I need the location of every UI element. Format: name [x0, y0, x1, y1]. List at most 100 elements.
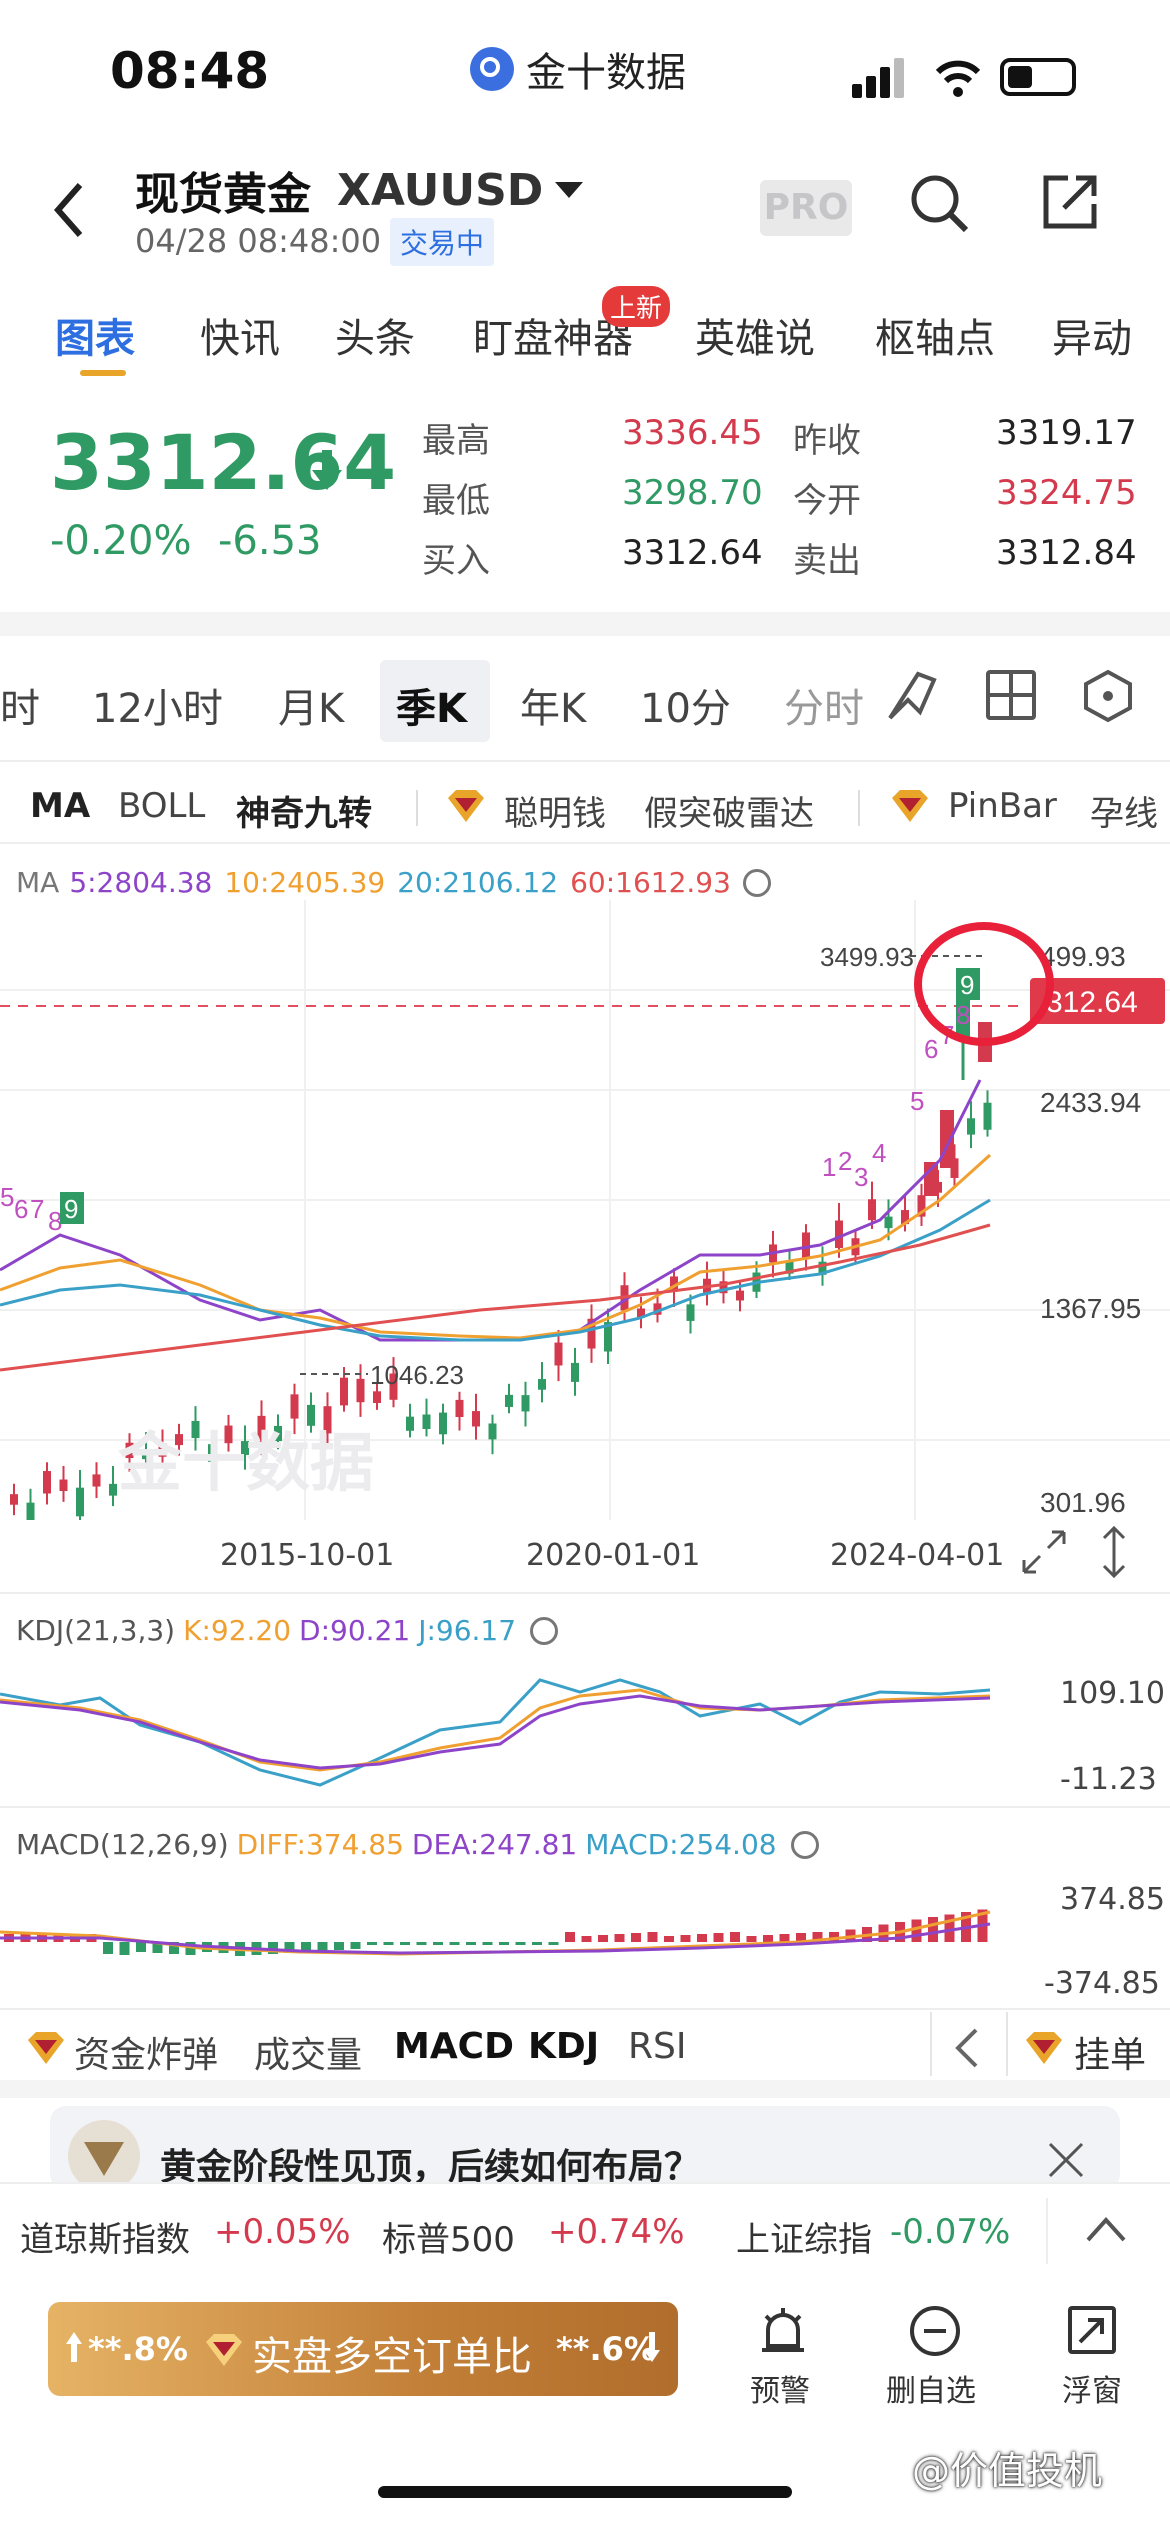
kdj-settings-icon[interactable]	[530, 1616, 559, 1645]
period-12h[interactable]: 12小时	[92, 686, 223, 732]
close-icon[interactable]	[1046, 2140, 1086, 2180]
candle-body	[26, 1502, 35, 1520]
ticker-sp-name[interactable]: 标普500	[382, 2220, 515, 2260]
order-button[interactable]: 挂单	[1074, 2035, 1147, 2076]
period-tick[interactable]: 分时	[784, 686, 864, 732]
ind-fund-bomb[interactable]: 资金炸弹	[74, 2035, 219, 2076]
ind-ma[interactable]: MA	[30, 786, 91, 826]
candle-body	[290, 1394, 299, 1419]
chevron-up-icon[interactable]	[1084, 2214, 1128, 2244]
kdj-j-line	[0, 1678, 991, 1787]
candle-body	[257, 1415, 266, 1443]
tab-watch[interactable]: 盯盘神器	[473, 316, 633, 362]
ind-macd[interactable]: MACD	[394, 2026, 514, 2067]
macd-bar	[383, 1942, 394, 1945]
search-icon[interactable]	[908, 172, 972, 236]
macd-bar	[317, 1942, 328, 1951]
candle-body	[373, 1391, 381, 1404]
ticker-bar: 道琼斯指数 +0.05% 标普500 +0.74% 上证综指 -0.07%	[0, 2182, 1170, 2278]
macd-chart[interactable]	[0, 1862, 1170, 2012]
sep-3	[930, 2012, 932, 2076]
section-divider	[0, 612, 1170, 636]
grid-layout-icon[interactable]	[986, 670, 1036, 720]
tab-heroes[interactable]: 英雄说	[695, 316, 815, 362]
pro-badge[interactable]: PRO	[760, 180, 852, 236]
ind-harami[interactable]: 孕线	[1090, 794, 1158, 834]
current-price: 3312.64	[50, 418, 397, 507]
back-icon[interactable]	[50, 180, 90, 240]
ind-boll[interactable]: BOLL	[118, 786, 206, 826]
tab-pivot[interactable]: 枢轴点	[875, 316, 995, 362]
macd-bar	[350, 1942, 361, 1949]
period-10m[interactable]: 10分	[640, 686, 731, 732]
stat-bid-value: 3312.64	[622, 533, 763, 573]
long-short-ratio-button[interactable]: **.8% 实盘多空订单比 **.6%	[48, 2302, 678, 2396]
candle-body	[488, 1423, 497, 1440]
promo-banner[interactable]: 黄金阶段性见顶，后续如何布局？	[50, 2106, 1120, 2190]
period-hour[interactable]: 时	[0, 686, 40, 732]
macd-bar	[268, 1942, 278, 1954]
remove-fav-icon[interactable]	[910, 2306, 960, 2356]
macd-bar	[631, 1933, 641, 1942]
ind-kdj[interactable]: KDJ	[528, 2026, 600, 2067]
tab-chart[interactable]: 图表	[55, 316, 135, 362]
stat-open-value: 3324.75	[996, 473, 1137, 513]
instrument-title[interactable]: 现货黄金 XAUUSD	[135, 158, 584, 222]
draw-tool-icon[interactable]	[884, 668, 940, 724]
macd-bar	[152, 1942, 163, 1953]
price-chart[interactable]: 3499.93 1046.23 499.93 2433.94 1367.95 301.96…	[0, 900, 1170, 1520]
float-window-label[interactable]: 浮窗	[1062, 2374, 1122, 2409]
alert-label[interactable]: 预警	[750, 2374, 810, 2409]
tab-flash[interactable]: 快讯	[200, 316, 280, 362]
sep-5	[1046, 2198, 1048, 2264]
candle-body	[158, 1443, 167, 1457]
low-marker-label: 1046.23	[370, 1360, 464, 1390]
ma10-line	[0, 1153, 992, 1340]
chart-watermark: 金十数据	[118, 1427, 374, 1501]
macd-axis-bottom: -374.85	[1044, 1966, 1160, 2001]
period-year[interactable]: 年K	[520, 686, 587, 732]
expand-icon[interactable]	[1020, 1528, 1068, 1576]
macd-bar	[284, 1942, 295, 1953]
sep-2	[858, 790, 860, 826]
chevron-left-icon[interactable]	[952, 2026, 982, 2070]
share-icon[interactable]	[1040, 172, 1100, 232]
period-quarter-bg	[380, 660, 490, 742]
macd-diff: DIFF:374.85	[236, 1828, 404, 1861]
ind-volume[interactable]: 成交量	[254, 2035, 363, 2076]
ind-td9[interactable]: 神奇九转	[236, 794, 372, 834]
app-name: 金十数据	[526, 50, 686, 96]
macd-bar	[680, 1935, 691, 1942]
ind-smart-money[interactable]: 聪明钱	[504, 794, 606, 834]
bell-icon[interactable]	[758, 2306, 808, 2358]
kdj-chart[interactable]	[0, 1650, 1170, 1810]
vertical-scale-icon[interactable]	[1098, 1524, 1130, 1580]
period-month[interactable]: 月K	[278, 686, 345, 732]
kdj-axis-top: 109.10	[1060, 1676, 1165, 1711]
macd-bar	[466, 1942, 476, 1945]
kdj-d: D:90.21	[299, 1614, 411, 1647]
legend-settings-icon[interactable]	[742, 868, 771, 897]
macd-bar	[614, 1934, 625, 1942]
tab-headlines[interactable]: 头条	[335, 316, 415, 362]
ind-rsi[interactable]: RSI	[628, 2026, 687, 2067]
macd-bar	[301, 1942, 311, 1952]
period-quarter[interactable]: 季K	[396, 686, 467, 732]
section-divider-2	[0, 2080, 1170, 2098]
short-pct: **.6%	[556, 2330, 656, 2368]
macd-bar	[812, 1932, 823, 1942]
tab-moves[interactable]: 异动	[1052, 316, 1132, 362]
candle-body	[274, 1425, 282, 1442]
ind-false-break[interactable]: 假突破雷达	[644, 794, 814, 834]
remove-fav-label[interactable]: 删自选	[886, 2374, 976, 2409]
td-count-label: 1	[822, 1152, 836, 1182]
ticker-dow-name[interactable]: 道琼斯指数	[20, 2220, 190, 2260]
ticker-sh-name[interactable]: 上证综指	[736, 2220, 872, 2260]
float-window-icon[interactable]	[1068, 2306, 1116, 2354]
settings-hex-icon[interactable]	[1080, 668, 1136, 724]
ind-pinbar[interactable]: PinBar	[948, 786, 1057, 826]
macd-settings-icon[interactable]	[790, 1830, 819, 1859]
macd-bar	[647, 1932, 658, 1942]
macd-bar	[482, 1942, 493, 1945]
stat-prevclose-label: 昨收	[793, 421, 861, 461]
